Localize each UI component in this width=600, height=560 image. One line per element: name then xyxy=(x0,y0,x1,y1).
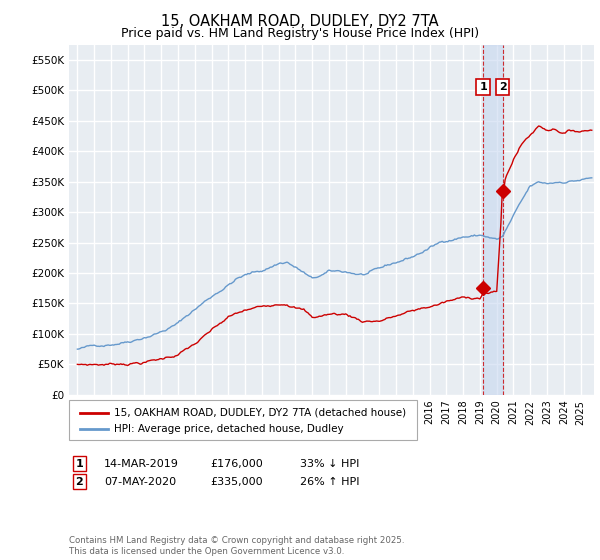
Text: 15, OAKHAM ROAD, DUDLEY, DY2 7TA (detached house): 15, OAKHAM ROAD, DUDLEY, DY2 7TA (detach… xyxy=(114,408,406,418)
Text: Contains HM Land Registry data © Crown copyright and database right 2025.
This d: Contains HM Land Registry data © Crown c… xyxy=(69,536,404,556)
Text: 26% ↑ HPI: 26% ↑ HPI xyxy=(300,477,359,487)
Text: 15, OAKHAM ROAD, DUDLEY, DY2 7TA: 15, OAKHAM ROAD, DUDLEY, DY2 7TA xyxy=(161,14,439,29)
Text: 07-MAY-2020: 07-MAY-2020 xyxy=(104,477,176,487)
Text: 14-MAR-2019: 14-MAR-2019 xyxy=(104,459,179,469)
Text: £335,000: £335,000 xyxy=(210,477,263,487)
Text: 2: 2 xyxy=(76,477,83,487)
Text: £176,000: £176,000 xyxy=(210,459,263,469)
Text: HPI: Average price, detached house, Dudley: HPI: Average price, detached house, Dudl… xyxy=(114,423,344,433)
Text: Price paid vs. HM Land Registry's House Price Index (HPI): Price paid vs. HM Land Registry's House … xyxy=(121,27,479,40)
Text: 1: 1 xyxy=(76,459,83,469)
Text: 33% ↓ HPI: 33% ↓ HPI xyxy=(300,459,359,469)
Bar xyxy=(483,45,503,395)
Text: 1: 1 xyxy=(479,82,487,92)
Text: 2: 2 xyxy=(499,82,506,92)
